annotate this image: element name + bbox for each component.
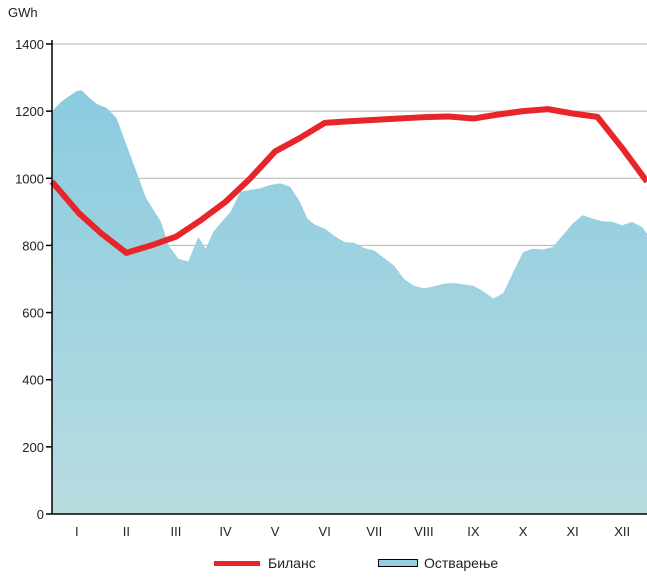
x-tick-label: I xyxy=(75,524,79,539)
line-series-balance xyxy=(49,106,647,256)
x-tick-label: XII xyxy=(614,524,630,539)
x-tick-label: III xyxy=(171,524,182,539)
y-axis-label: GWh xyxy=(8,5,38,20)
legend-label-actual: Остварење xyxy=(424,555,499,571)
x-tick-label: V xyxy=(271,524,280,539)
axes xyxy=(46,40,647,515)
legend-item-balance: Биланс xyxy=(214,555,316,571)
legend-swatch-line xyxy=(214,560,260,566)
y-tick-label: 1000 xyxy=(15,171,44,186)
x-tick-label: II xyxy=(123,524,130,539)
legend-swatch-area xyxy=(378,559,418,567)
line-series-layer xyxy=(49,106,647,256)
y-tick-label: 600 xyxy=(22,306,44,321)
y-tick-label: 0 xyxy=(37,507,44,522)
x-tick-label: IX xyxy=(467,524,480,539)
x-tick-label: VIII xyxy=(414,524,434,539)
area-series-layer xyxy=(52,90,647,514)
x-tick-label: IV xyxy=(219,524,232,539)
legend-label-balance: Биланс xyxy=(268,555,316,571)
y-tick-label: 200 xyxy=(22,440,44,455)
x-tick-label: VII xyxy=(366,524,382,539)
legend: Биланс Остварење xyxy=(0,555,647,577)
area-series-actual xyxy=(52,90,647,514)
x-tick-label: XI xyxy=(566,524,578,539)
y-tick-label: 800 xyxy=(22,238,44,253)
x-tick-labels: I II III IV V VI VII VIII IX X XI XII xyxy=(75,524,630,539)
y-tick-label: 1400 xyxy=(15,37,44,52)
x-tick-label: VI xyxy=(319,524,331,539)
x-tick-label: X xyxy=(519,524,528,539)
y-tick-label: 1200 xyxy=(15,104,44,119)
y-tick-labels: 0 200 400 600 800 1000 1200 1400 xyxy=(15,37,44,522)
y-tick-label: 400 xyxy=(22,373,44,388)
legend-item-actual: Остварење xyxy=(378,555,498,571)
